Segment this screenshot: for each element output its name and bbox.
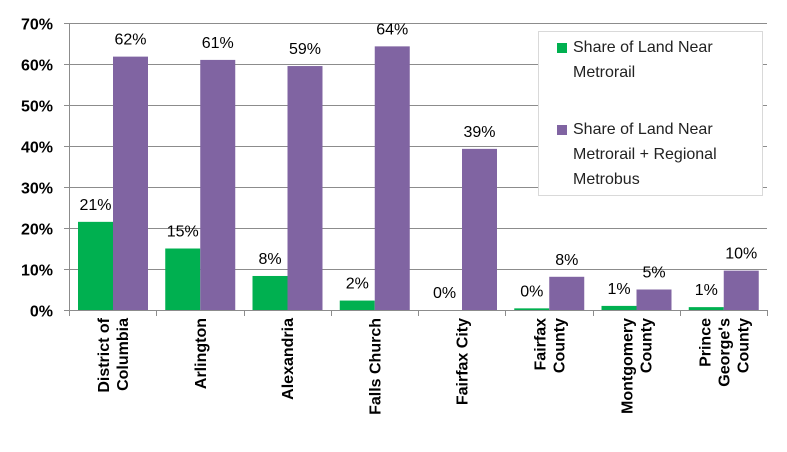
y-tick-label: 10% — [21, 263, 53, 280]
data-label: 2% — [346, 276, 369, 293]
x-tick-label: County — [551, 318, 568, 373]
data-label: 59% — [289, 41, 321, 58]
x-tick-label: Columbia — [115, 318, 132, 391]
x-tick-label: George's — [716, 318, 733, 387]
data-label: 0% — [520, 283, 543, 300]
legend-label: Metrorail — [573, 64, 635, 81]
bar-metrorail — [601, 305, 637, 310]
bar-metrorail-metrobus — [200, 59, 236, 311]
legend-label: Metrorail + Regional — [573, 146, 717, 163]
bar-metrorail-metrobus — [374, 46, 410, 311]
data-label: 39% — [463, 124, 495, 141]
x-tick-label: Fairfax City — [455, 318, 472, 405]
y-tick-label: 0% — [30, 304, 53, 321]
legend-swatch — [557, 43, 567, 53]
y-tick-label: 50% — [21, 99, 53, 116]
legend-swatch — [557, 125, 567, 135]
data-label: 15% — [167, 224, 199, 241]
x-tick-label: Prince — [697, 318, 714, 367]
bar-metrorail-metrobus — [549, 276, 585, 310]
bar-metrorail-metrobus — [113, 56, 148, 311]
data-label: 62% — [114, 32, 146, 49]
x-tick-label: Alexandria — [280, 318, 297, 400]
data-label: 5% — [642, 265, 665, 282]
legend-label: Metrobus — [573, 171, 640, 188]
x-tick-label: County — [735, 318, 752, 373]
data-label: 0% — [433, 285, 456, 302]
x-tick-label: Fairfax — [532, 318, 549, 371]
legend-label: Share of Land Near — [573, 39, 713, 56]
data-label: 10% — [725, 246, 757, 263]
data-label: 1% — [695, 282, 718, 299]
legend — [538, 31, 763, 196]
x-tick-label: County — [639, 318, 656, 373]
bar-metrorail — [688, 307, 724, 310]
bar-metrorail-metrobus — [287, 66, 323, 310]
y-tick-label: 70% — [21, 17, 53, 34]
y-tick-label: 20% — [21, 222, 53, 239]
bar-metrorail — [339, 300, 375, 310]
data-label: 8% — [555, 252, 578, 269]
data-label: 21% — [79, 197, 111, 214]
bar-metrorail — [252, 275, 288, 310]
bar-metrorail-metrobus — [462, 148, 497, 310]
legend-label: Share of Land Near — [573, 121, 713, 138]
bar-metrorail — [514, 308, 550, 310]
bar-metrorail — [78, 221, 113, 310]
y-tick-label: 30% — [21, 181, 53, 198]
data-label: 64% — [376, 21, 408, 38]
x-tick-label: District of — [96, 317, 113, 392]
data-label: 1% — [607, 281, 630, 298]
data-label: 61% — [202, 35, 234, 52]
bar-metrorail — [165, 248, 201, 310]
y-tick-label: 60% — [21, 58, 53, 75]
data-label: 8% — [258, 251, 281, 268]
x-tick-label: Montgomery — [620, 318, 637, 414]
bar-metrorail-metrobus — [723, 270, 759, 310]
x-tick-label: Falls Church — [367, 318, 384, 415]
x-tick-label: Arlington — [193, 318, 210, 389]
y-tick-label: 40% — [21, 140, 53, 157]
bar-metrorail-metrobus — [636, 289, 672, 310]
